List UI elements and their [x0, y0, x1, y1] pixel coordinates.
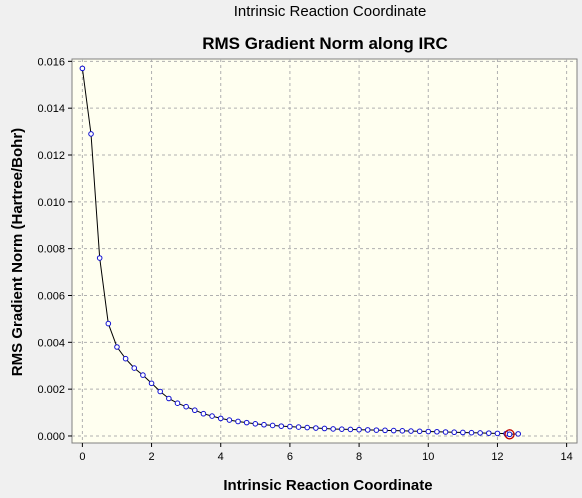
y-tick-label: 0.008 — [37, 244, 65, 256]
data-point[interactable] — [304, 424, 311, 431]
data-point[interactable] — [140, 372, 146, 378]
data-point[interactable] — [460, 429, 466, 436]
data-point[interactable] — [347, 426, 354, 433]
data-point[interactable] — [287, 423, 293, 430]
data-point[interactable] — [515, 431, 521, 437]
data-point[interactable] — [295, 424, 302, 430]
data-point[interactable] — [506, 431, 513, 438]
data-point[interactable] — [382, 427, 388, 434]
data-point[interactable] — [399, 428, 406, 434]
window-title: Intrinsic Reaction Coordinate — [233, 3, 427, 20]
data-point[interactable] — [425, 428, 432, 435]
data-point[interactable] — [191, 407, 198, 414]
data-point[interactable] — [96, 255, 103, 261]
x-tick-label: 4 — [218, 451, 224, 463]
grid-lines — [72, 59, 577, 443]
x-tick-label: 10 — [422, 451, 434, 463]
data-point[interactable] — [313, 425, 319, 431]
data-point[interactable] — [88, 131, 94, 137]
data-point[interactable] — [183, 403, 189, 410]
series-line — [81, 68, 519, 435]
data-point[interactable] — [79, 65, 86, 72]
data-points — [79, 65, 521, 440]
y-tick-label: 0.004 — [37, 337, 65, 349]
x-tick-label: 14 — [560, 451, 572, 463]
data-point[interactable] — [122, 355, 129, 362]
data-point[interactable] — [157, 388, 164, 395]
highlighted-point-marker — [504, 429, 515, 440]
data-point[interactable] — [278, 423, 285, 429]
data-point[interactable] — [131, 365, 138, 371]
data-point[interactable] — [261, 421, 267, 428]
data-point[interactable] — [373, 427, 380, 433]
data-point[interactable] — [209, 413, 215, 419]
y-tick-label: 0.012 — [37, 150, 65, 162]
y-axis-title: RMS Gradient Norm (Hartree/Bohr) — [9, 128, 26, 376]
data-point[interactable] — [338, 426, 345, 432]
axes: 0 2 4 6 8 10 12 14 0.000 0.002 0.004 0.006 0.008 0.01… — [37, 56, 572, 463]
x-tick-label: 2 — [148, 451, 154, 463]
data-point[interactable] — [451, 429, 458, 436]
y-tick-label: 0.014 — [37, 103, 65, 115]
y-tick-label: 0.002 — [37, 384, 65, 396]
data-point[interactable] — [235, 418, 241, 425]
y-tick-label: 0.000 — [37, 431, 65, 443]
data-point[interactable] — [442, 429, 449, 435]
x-axis-title: Intrinsic Reaction Coordinate — [223, 477, 432, 494]
data-point[interactable] — [166, 395, 172, 402]
data-point[interactable] — [226, 417, 233, 423]
data-point[interactable] — [114, 344, 120, 350]
data-point[interactable] — [330, 426, 336, 432]
data-point[interactable] — [269, 422, 276, 429]
y-tick-label: 0.006 — [37, 290, 65, 302]
chart-title: RMS Gradient Norm along IRC — [202, 34, 448, 53]
data-point[interactable] — [243, 419, 250, 426]
data-point[interactable] — [200, 410, 207, 417]
data-point[interactable] — [217, 415, 224, 422]
y-tick-label: 0.016 — [37, 56, 65, 68]
data-point[interactable] — [390, 427, 397, 434]
data-point[interactable] — [477, 430, 483, 436]
y-tick-label: 0.010 — [37, 197, 65, 209]
plot-area — [71, 58, 578, 444]
data-point[interactable] — [356, 426, 362, 433]
x-tick-label: 12 — [491, 451, 503, 463]
data-point[interactable] — [252, 421, 259, 427]
series-polyline — [81, 68, 519, 435]
x-tick-label: 6 — [287, 451, 293, 463]
data-point[interactable] — [485, 430, 492, 436]
x-tick-label: 8 — [356, 451, 362, 463]
data-point[interactable] — [148, 380, 155, 387]
data-point[interactable] — [174, 400, 181, 406]
data-point[interactable] — [321, 425, 328, 432]
data-point[interactable] — [105, 320, 112, 327]
data-point[interactable] — [468, 429, 475, 436]
data-point[interactable] — [416, 428, 423, 435]
data-point[interactable] — [434, 428, 440, 435]
data-point[interactable] — [364, 427, 371, 433]
data-point[interactable] — [494, 430, 501, 437]
data-point[interactable] — [408, 428, 414, 434]
x-tick-label: 0 — [79, 451, 85, 463]
